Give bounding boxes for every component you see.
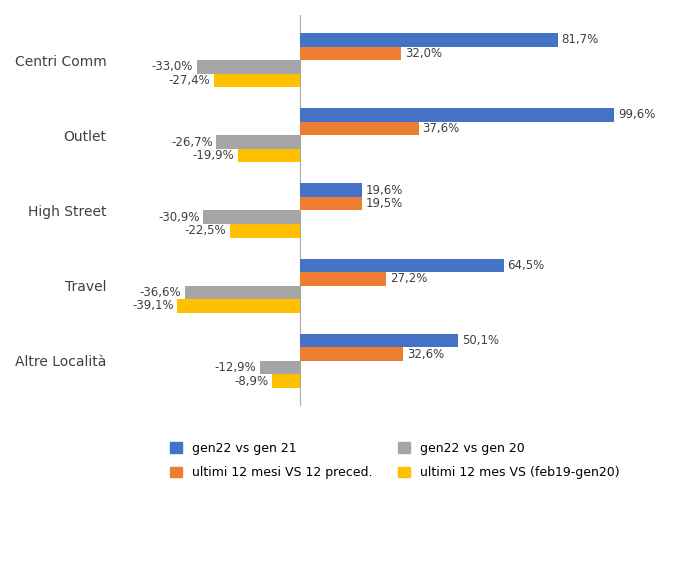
Bar [203, 210, 300, 224]
Text: 81,7%: 81,7% [561, 33, 599, 46]
Text: 27,2%: 27,2% [390, 272, 427, 285]
Bar [300, 272, 386, 285]
Bar [300, 46, 401, 60]
Text: -19,9%: -19,9% [192, 149, 234, 162]
Text: -30,9%: -30,9% [158, 210, 199, 224]
Text: 37,6%: 37,6% [423, 122, 460, 135]
Text: -8,9%: -8,9% [234, 375, 269, 388]
Bar [216, 136, 300, 149]
Bar [177, 299, 300, 313]
Text: -27,4%: -27,4% [169, 74, 210, 87]
Text: -33,0%: -33,0% [151, 61, 193, 73]
Bar [214, 74, 300, 87]
Legend: gen22 vs gen 21, ultimi 12 mesi VS 12 preced., gen22 vs gen 20, ultimi 12 mes VS: gen22 vs gen 21, ultimi 12 mesi VS 12 pr… [164, 436, 627, 486]
Text: -12,9%: -12,9% [214, 361, 256, 374]
Text: 19,6%: 19,6% [366, 184, 403, 197]
Bar [196, 60, 300, 74]
Bar [260, 361, 300, 374]
Text: -39,1%: -39,1% [132, 300, 174, 312]
Text: 32,0%: 32,0% [405, 47, 442, 60]
Bar [238, 149, 300, 162]
Bar [300, 197, 362, 210]
Bar [300, 347, 403, 361]
Text: -22,5%: -22,5% [184, 224, 226, 237]
Text: 32,6%: 32,6% [407, 348, 444, 360]
Bar [300, 108, 614, 122]
Text: 99,6%: 99,6% [618, 109, 655, 121]
Bar [300, 33, 558, 46]
Bar [300, 333, 458, 347]
Text: 19,5%: 19,5% [365, 197, 403, 210]
Text: 50,1%: 50,1% [462, 334, 499, 347]
Text: 64,5%: 64,5% [507, 259, 545, 272]
Bar [300, 122, 419, 136]
Text: -26,7%: -26,7% [171, 136, 213, 149]
Bar [229, 224, 300, 237]
Text: -36,6%: -36,6% [140, 286, 181, 299]
Bar [300, 184, 362, 197]
Bar [273, 374, 300, 388]
Bar [185, 285, 300, 299]
Bar [300, 259, 504, 272]
